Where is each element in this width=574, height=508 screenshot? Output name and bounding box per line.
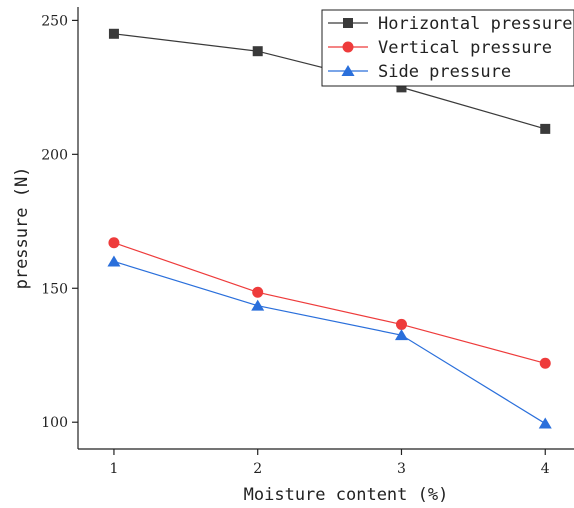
x-axis-label: Moisture content (%) bbox=[244, 485, 449, 505]
x-tick-label: 1 bbox=[109, 461, 118, 477]
data-point bbox=[538, 417, 552, 429]
y-tick-label: 200 bbox=[41, 147, 68, 163]
y-tick-label: 150 bbox=[41, 281, 68, 297]
legend-label: Side pressure bbox=[378, 62, 511, 82]
legend-item: Side pressure bbox=[328, 62, 511, 82]
data-point bbox=[252, 286, 264, 298]
y-tick-label: 100 bbox=[41, 415, 68, 431]
series-vertical-pressure bbox=[108, 237, 551, 369]
x-tick-label: 3 bbox=[397, 461, 406, 477]
plot-area: 1 2 3 4 100 150 200 250 bbox=[41, 7, 574, 477]
series-line bbox=[113, 242, 546, 364]
data-point bbox=[252, 46, 263, 57]
data-point bbox=[394, 329, 408, 341]
series-line bbox=[113, 260, 546, 425]
legend-label: Vertical pressure bbox=[378, 38, 552, 58]
series-layer bbox=[107, 28, 552, 429]
x-tick-label: 2 bbox=[253, 461, 262, 477]
data-point bbox=[108, 28, 119, 39]
legend: Horizontal pressure Vertical pressure Side… bbox=[321, 9, 574, 87]
x-tick-label: 4 bbox=[541, 461, 550, 477]
legend-item: Vertical pressure bbox=[328, 38, 552, 58]
data-point bbox=[107, 255, 121, 267]
legend-label: Horizontal pressure bbox=[378, 14, 572, 34]
data-point bbox=[108, 237, 120, 249]
data-point bbox=[395, 318, 407, 330]
series-side-pressure bbox=[107, 255, 552, 429]
data-point bbox=[396, 82, 407, 93]
y-axis-label: pressure (N) bbox=[12, 167, 32, 290]
data-point bbox=[539, 357, 551, 369]
data-point bbox=[540, 123, 551, 134]
legend-marker bbox=[343, 18, 353, 28]
y-tick-label: 250 bbox=[41, 13, 68, 29]
data-point bbox=[251, 299, 265, 311]
legend-marker bbox=[342, 41, 354, 53]
legend-marker bbox=[341, 65, 355, 76]
legend-item: Horizontal pressure bbox=[328, 14, 572, 34]
